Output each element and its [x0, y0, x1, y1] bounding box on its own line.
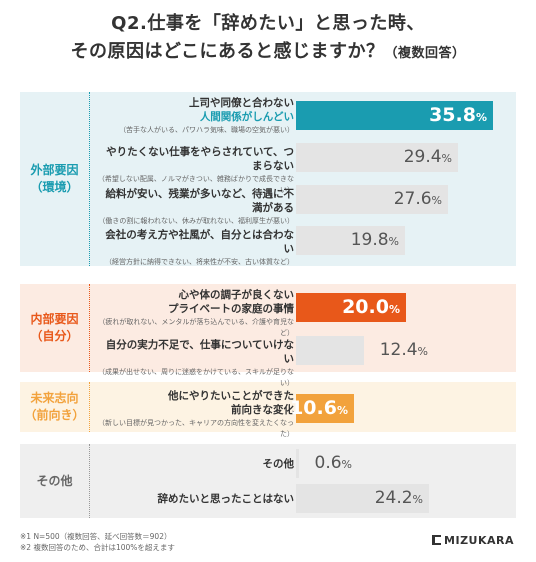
row-label-line2: 人間関係がしんどい [199, 111, 294, 123]
value-unit: % [341, 458, 352, 471]
row-label-note: （働きの割に報われない、休みが取れない、福利厚生が悪い） [98, 217, 294, 225]
row-label-line1: 上司や同僚と合わない [189, 97, 294, 109]
row-label: 給料が安い、残業が多いなど、待遇に不満がある （働きの割に報われない、休みが取れな… [96, 187, 294, 227]
value-number: 24.2 [374, 488, 413, 508]
bar [296, 394, 354, 423]
value-unit: % [475, 111, 487, 124]
category-label-line1: その他 [36, 473, 73, 488]
category-label: 内部要因 （自分） [20, 284, 90, 372]
bar [296, 336, 364, 365]
row-label-line1: やりたくない仕事をやらされていて、つまらない [106, 146, 294, 172]
row-label: 自分の実力不足で、仕事についていけない （成果が出せない、周りに迷惑をかけている、… [96, 338, 294, 389]
row-label-note: （成果が出せない、周りに迷惑をかけている、スキルが足りない） [98, 368, 294, 387]
category-band [20, 444, 516, 518]
row-label-note: （希望しない配属、ノルマがきつい、雑務ばかりで成長できない） [97, 175, 294, 194]
bar [296, 293, 406, 322]
bar [296, 143, 458, 172]
footnote-2: ※2 複数回答のため、合計は100%を超えます [20, 543, 175, 552]
value-number: 0.6 [314, 453, 342, 473]
title-line-2: その原因はどこにあると感じますか？（複数回答） [70, 41, 466, 62]
chart-title: Q2.仕事を「辞めたい」と思った時、 その原因はどこにあると感じますか？（複数回… [0, 10, 536, 68]
row-label-line1: 心や体の調子が良くない [178, 289, 295, 301]
value-number: 10.6 [290, 397, 337, 419]
category-label-line1: 外部要因 [30, 163, 79, 177]
row-label-line1: 会社の考え方や社風が、自分とは合わない [105, 229, 294, 255]
row-label-line1: 他にやりたいことができた [168, 390, 294, 402]
value-unit: % [388, 235, 399, 248]
brand-logo: MIZUKARA [432, 534, 514, 547]
category-band [20, 382, 516, 432]
value-number: 20.0 [342, 296, 389, 318]
value-label: 35.8% [407, 101, 487, 132]
bar [296, 484, 429, 513]
row-label-note: （経営方針に納得できない、将来性が不安、古い体質など） [105, 258, 294, 266]
value-label: 19.8% [319, 226, 399, 256]
value-number: 12.4 [379, 340, 418, 360]
bar [296, 449, 299, 478]
title-line-1: Q2.仕事を「辞めたい」と思った時、 [111, 13, 425, 34]
value-number: 29.4 [403, 147, 442, 167]
row-label: 会社の考え方や社風が、自分とは合わない （経営方針に納得できない、将来性が不安、古… [96, 228, 294, 268]
row-label-line1: 辞めたいと思ったことはない [157, 493, 295, 505]
value-unit: % [441, 152, 452, 165]
value-unit: % [412, 493, 423, 506]
value-unit: % [431, 194, 442, 207]
row-label-line1: 給料が安い、残業が多いなど、待遇に不満がある [105, 188, 294, 214]
value-label: 12.4% [348, 336, 428, 366]
value-unit: % [417, 345, 428, 358]
value-number: 27.6 [393, 189, 432, 209]
value-label: 10.6% [268, 394, 348, 425]
category-label-line1: 未来志向 [30, 391, 79, 405]
value-label: 29.4% [372, 143, 452, 173]
value-label: 27.6% [362, 185, 442, 215]
value-number: 19.8 [350, 230, 389, 250]
bar [296, 185, 448, 214]
category-label: その他 [20, 444, 90, 518]
category-label-line1: 内部要因 [30, 312, 79, 326]
value-label: 24.2% [343, 484, 423, 514]
value-label: 0.6% [272, 449, 353, 479]
bar [296, 226, 405, 255]
row-label-note: （疲れが取れない、メンタルが落ち込んでいる、介護や育児など） [98, 318, 294, 337]
category-label-line2: （環境） [30, 180, 79, 194]
value-number: 35.8 [429, 104, 476, 126]
category-band [20, 284, 516, 372]
row-label-line1: 自分の実力不足で、仕事についていけない [105, 339, 294, 365]
category-label-line2: （前向き） [24, 408, 85, 422]
row-label: 辞めたいと思ったことはない [96, 492, 295, 506]
category-label-line2: （自分） [30, 329, 79, 343]
row-label: やりたくない仕事をやらされていて、つまらない （希望しない配属、ノルマがきつい、雑… [96, 145, 294, 196]
row-label-line2: 前向きな変化 [231, 404, 294, 416]
row-label: その他 [96, 457, 295, 471]
value-label: 20.0% [320, 293, 400, 324]
footnote: ※1 N=500（複数回答、延べ回答数＝902） ※2 複数回答のため、合計は1… [20, 531, 175, 553]
brand-mark-icon [432, 535, 442, 545]
row-label-line2: プライベートの家庭の事情 [168, 303, 294, 315]
footnote-1: ※1 N=500（複数回答、延べ回答数＝902） [20, 532, 172, 541]
row-label-note: （苦手な人がいる、パワハラ気味、職場の空気が悪い） [119, 126, 294, 134]
row-label: 心や体の調子が良くないプライベートの家庭の事情 （疲れが取れない、メンタルが落ち込… [96, 288, 294, 339]
value-unit: % [388, 303, 400, 316]
row-label-note: （新しい目標が見つかった、キャリアの方向性を変えたくなった） [98, 419, 294, 438]
row-label: 他にやりたいことができた前向きな変化 （新しい目標が見つかった、キャリアの方向性を… [96, 389, 294, 440]
category-label: 外部要因 （環境） [20, 92, 90, 266]
category-label: 未来志向 （前向き） [20, 382, 90, 432]
row-label-line1: その他 [262, 458, 295, 470]
row-label: 上司や同僚と合わない人間関係がしんどい （苦手な人がいる、パワハラ気味、職場の空気… [96, 96, 294, 136]
value-unit: % [336, 404, 348, 417]
bar [296, 101, 493, 130]
